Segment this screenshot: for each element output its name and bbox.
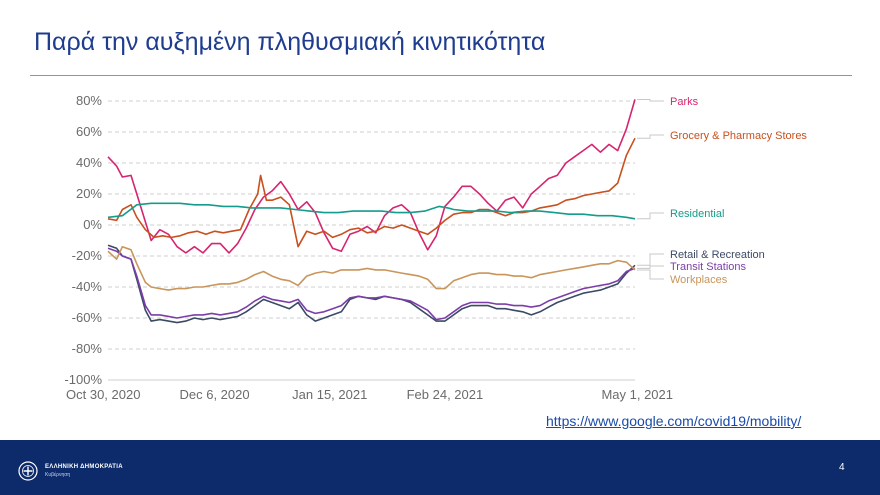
y-tick-label: 60% bbox=[76, 124, 102, 139]
page-title: Παρά την αυξημένη πληθυσμιακή κινητικότη… bbox=[34, 28, 546, 56]
series-label: Residential bbox=[670, 208, 724, 220]
y-tick-label: -40% bbox=[72, 279, 103, 294]
hellenic-republic-emblem-icon bbox=[18, 461, 38, 481]
y-tick-label: -60% bbox=[72, 310, 103, 325]
y-tick-label: 40% bbox=[76, 155, 102, 170]
series-label: Grocery & Pharmacy Stores bbox=[670, 130, 807, 142]
series-line-transit-stations bbox=[107, 247, 636, 321]
series-label: Retail & Recreation bbox=[670, 249, 765, 261]
mobility-chart: 80% 60% 40% 20% 0% -20% -40% -60% -80% -100% Oct … bbox=[64, 93, 807, 402]
title-divider bbox=[30, 75, 852, 76]
grid-lines bbox=[108, 100, 635, 381]
y-tick-label: -100% bbox=[64, 372, 102, 387]
series-label: Parks bbox=[670, 96, 699, 108]
y-tick-label: 80% bbox=[76, 93, 102, 108]
x-tick-label: Dec 6, 2020 bbox=[179, 387, 249, 402]
series-label-leader bbox=[637, 269, 664, 280]
series-line-residential bbox=[107, 202, 636, 220]
series-line-parks bbox=[107, 99, 636, 254]
x-tick-label: May 1, 2021 bbox=[601, 387, 673, 402]
x-tick-label: Oct 30, 2020 bbox=[66, 387, 140, 402]
series-labels: Parks Grocery & Pharmacy Stores Residentia… bbox=[637, 96, 807, 286]
x-tick-label: Jan 15, 2021 bbox=[292, 387, 367, 402]
y-axis-ticks: 80% 60% 40% 20% 0% -20% -40% -60% -80% -100% bbox=[64, 93, 102, 387]
y-tick-label: 20% bbox=[76, 186, 102, 201]
series-label-leader bbox=[637, 212, 664, 220]
series-label-leader bbox=[637, 253, 664, 266]
org-name: ΕΛΛΗΝΙΚΗ ΔΗΜΟΚΡΑΤΙΑ bbox=[45, 464, 123, 470]
series-label: Workplaces bbox=[670, 274, 728, 286]
series-line-grocery-pharmacy-stores bbox=[107, 137, 636, 248]
y-tick-label: -80% bbox=[72, 341, 103, 356]
series-label-leader bbox=[637, 265, 664, 269]
series-label-leader bbox=[637, 98, 664, 102]
series-lines bbox=[107, 99, 636, 324]
y-tick-label: 0% bbox=[83, 217, 102, 232]
page-number: 4 bbox=[839, 462, 845, 473]
series-label: Transit Stations bbox=[670, 261, 747, 273]
series-line-workplaces bbox=[107, 245, 636, 291]
x-axis-ticks: Oct 30, 2020 Dec 6, 2020 Jan 15, 2021 Feb 2… bbox=[66, 387, 673, 402]
y-tick-label: -20% bbox=[72, 248, 103, 263]
org-subtitle: Κυβέρνηση bbox=[45, 472, 71, 478]
series-line-retail-recreation bbox=[107, 244, 636, 324]
source-link[interactable]: https://www.google.com/covid19/mobility/ bbox=[546, 413, 802, 429]
series-label-leader bbox=[637, 134, 664, 139]
footer-bar bbox=[0, 440, 880, 495]
x-tick-label: Feb 24, 2021 bbox=[407, 387, 484, 402]
